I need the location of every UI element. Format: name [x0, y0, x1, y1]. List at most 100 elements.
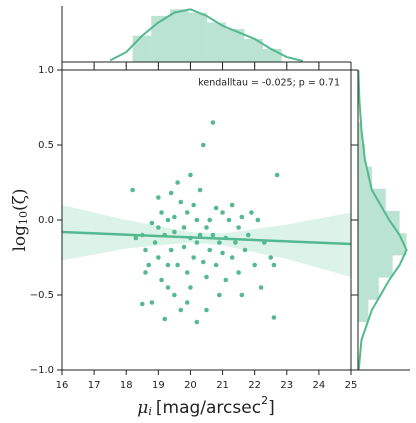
scatter-point: [181, 244, 187, 250]
scatter-point: [159, 210, 164, 215]
scatter-point: [255, 217, 261, 223]
scatter-point: [242, 247, 248, 253]
scatter-point: [159, 277, 164, 283]
x-label-unit: [mag/arcsec: [156, 398, 261, 418]
scatter-point: [197, 187, 203, 193]
scatter-point: [197, 232, 203, 238]
y-tick-label: 1.0: [38, 65, 54, 76]
right-kde: [357, 69, 408, 371]
scatter-point: [184, 210, 190, 215]
scatter-point: [172, 214, 177, 220]
scatter-point: [233, 240, 238, 245]
x-tick-label: 21: [216, 380, 229, 391]
y-tick-label: 0.0: [38, 215, 54, 226]
scatter-point: [133, 235, 139, 241]
scatter-point: [181, 225, 187, 230]
right-hist-bar: [358, 233, 407, 256]
right-hist-bar: [358, 299, 369, 322]
x-tick-label: 25: [345, 380, 358, 391]
top-hist-bar: [169, 9, 189, 63]
scatter-point: [210, 232, 216, 238]
scatter-point: [165, 285, 171, 290]
y-axis-label: log10(ζ): [10, 188, 31, 251]
scatter-point: [271, 262, 277, 268]
scatter-point: [226, 217, 232, 223]
scatter-point: [188, 285, 193, 290]
scatter-point: [220, 210, 225, 215]
x-tick-label: 20: [184, 380, 197, 391]
scatter-point: [217, 240, 222, 245]
scatter-point: [146, 262, 151, 268]
scatter-point: [149, 300, 155, 305]
scatter-point: [200, 142, 206, 148]
scatter-point: [139, 301, 145, 307]
scatter-point: [191, 255, 196, 260]
scatter-point: [249, 210, 254, 215]
scatter-point: [194, 319, 200, 325]
scatter-point: [175, 262, 180, 268]
scatter-point: [165, 217, 171, 223]
scatter-point: [217, 292, 222, 298]
scatter-point: [204, 274, 209, 280]
confidence-band: [62, 205, 351, 277]
scatter-point: [178, 307, 184, 313]
top-hist-bar: [244, 38, 264, 62]
x-tick-label: 22: [248, 380, 261, 391]
scatter-point: [220, 250, 225, 256]
x-axis-label: μi [mag/arcsec2]: [137, 394, 274, 418]
y-tick-label: −0.5: [30, 290, 54, 301]
scatter-point: [184, 300, 190, 305]
y-label-sub: 10: [17, 211, 30, 225]
scatter-point: [223, 277, 229, 283]
top-hist-bar: [188, 12, 208, 63]
top-kde: [109, 8, 304, 62]
x-label-sub: i: [148, 405, 152, 418]
y-tick-label: 0.5: [38, 140, 54, 151]
scatter-point: [172, 292, 177, 298]
scatter-point: [213, 262, 219, 268]
scatter-point: [204, 307, 209, 313]
scatter-point: [156, 255, 161, 260]
scatter-point: [156, 225, 161, 230]
x-tick-label: 17: [88, 380, 101, 391]
top-hist-bar: [207, 22, 226, 62]
scatter-point: [149, 220, 155, 226]
x-tick-label: 24: [313, 380, 326, 391]
y-tick-label: −1.0: [30, 365, 54, 376]
right-hist-bar: [358, 255, 393, 278]
scatter-point: [200, 259, 206, 265]
x-tick-label: 23: [280, 380, 293, 391]
scatter-point: [239, 292, 245, 298]
scatter-point: [210, 120, 216, 125]
x-tick-label: 19: [152, 380, 165, 391]
top-hist-bar: [263, 48, 282, 62]
top-hist-bar: [132, 35, 152, 62]
scatter-point: [130, 187, 135, 193]
scatter-point: [152, 240, 158, 245]
scatter-point: [175, 180, 180, 185]
y-label-arg: (ζ): [10, 188, 30, 210]
scatter-point: [194, 240, 200, 245]
scatter-point: [239, 214, 245, 220]
regression-line: [61, 230, 352, 246]
scatter-point: [258, 285, 264, 290]
scatter-point: [168, 247, 174, 253]
scatter-point: [172, 229, 177, 235]
scatter-point: [207, 247, 213, 253]
scatter-point: [204, 225, 209, 230]
x-label-sup: 2: [261, 394, 268, 407]
top-hist-bar: [225, 29, 245, 62]
scatter-point: [236, 270, 241, 275]
scatter-point: [184, 270, 190, 275]
right-hist-bar: [358, 277, 379, 300]
top-hist-bar: [151, 15, 170, 62]
x-tick-label: 16: [56, 380, 69, 391]
scatter-point: [236, 225, 241, 230]
scatter-point: [229, 255, 235, 260]
scatter-point: [162, 316, 168, 322]
scatter-point: [229, 202, 235, 208]
scatter-point: [268, 255, 274, 260]
right-hist-bar: [358, 188, 386, 211]
right-hist-bar: [358, 122, 362, 145]
